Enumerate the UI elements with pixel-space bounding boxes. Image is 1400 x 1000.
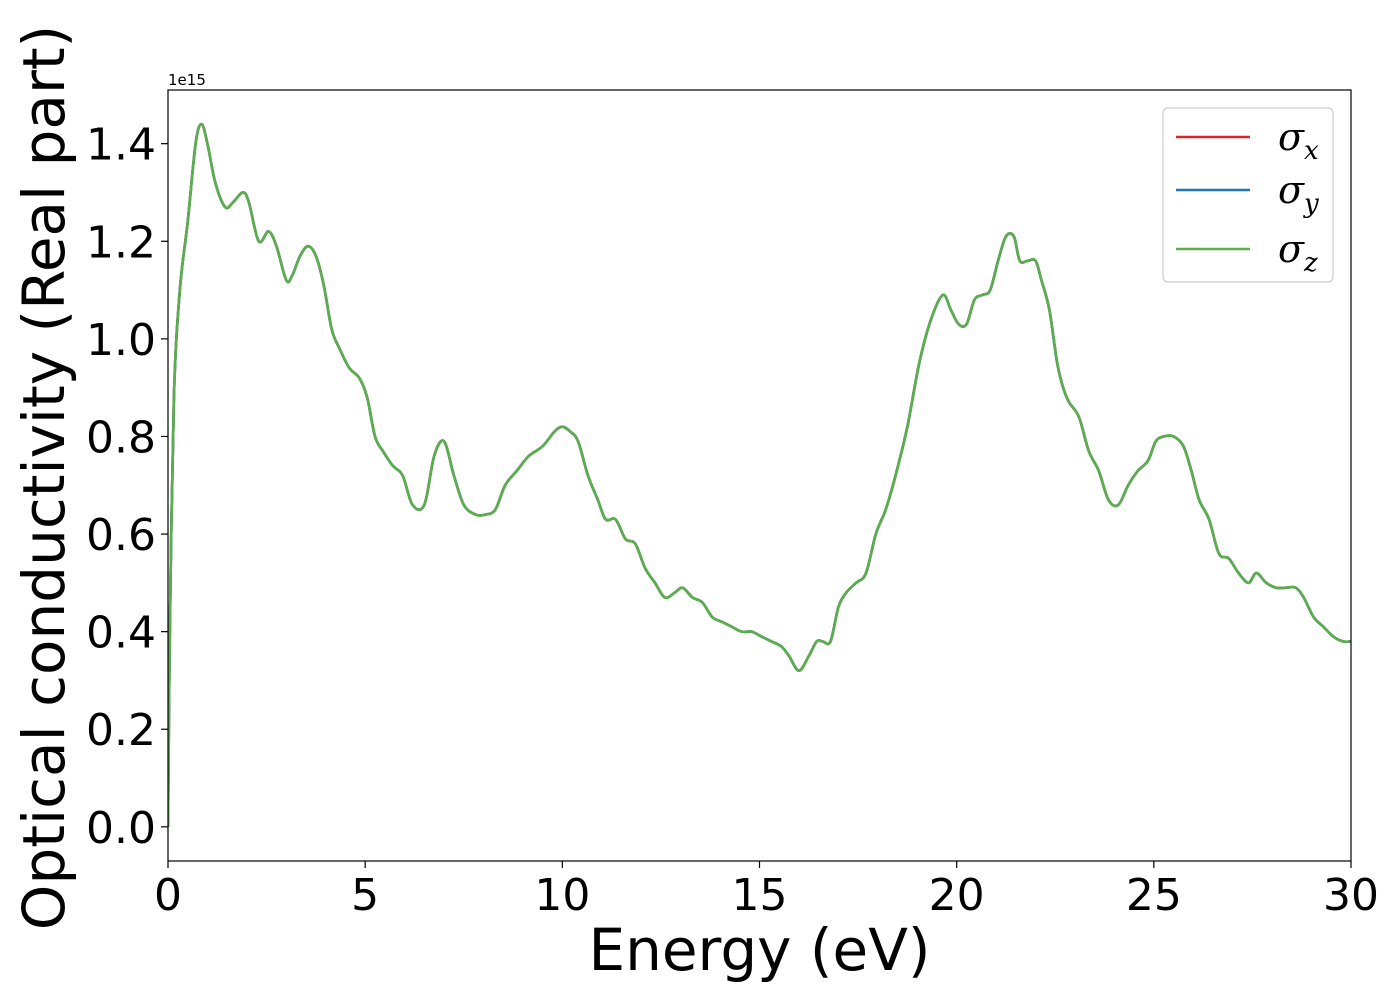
series-line-sigma-z [168,122,1351,827]
x-axis-ticks: 0 5 10 15 20 25 30 [154,861,1379,921]
y-offset-label: 1e15 [168,71,206,89]
x-tick-label: 30 [1323,870,1379,921]
legend-box [1162,107,1334,283]
x-axis-label: Energy (eV) [588,916,930,984]
y-tick-label: 1.4 [86,120,156,171]
y-tick-label: 0.4 [86,608,156,659]
x-tick-label: 5 [351,870,379,921]
y-tick-label: 0.0 [86,803,156,854]
y-tick-label: 0.6 [86,510,156,561]
y-tick-label: 0.2 [86,705,156,756]
x-tick-label: 20 [929,870,985,921]
x-tick-label: 15 [732,870,788,921]
y-tick-label: 1.0 [86,315,156,366]
y-axis-ticks: 0.0 0.2 0.4 0.6 0.8 1.0 1.2 1.4 [86,120,168,854]
x-tick-label: 25 [1126,870,1182,921]
x-tick-label: 10 [534,870,590,921]
y-tick-label: 1.2 [86,217,156,268]
series-layer [168,122,1351,827]
y-axis-label: Optical conductivity (Real part) [10,25,78,930]
x-tick-label: 0 [154,870,182,921]
y-tick-label: 0.8 [86,412,156,463]
